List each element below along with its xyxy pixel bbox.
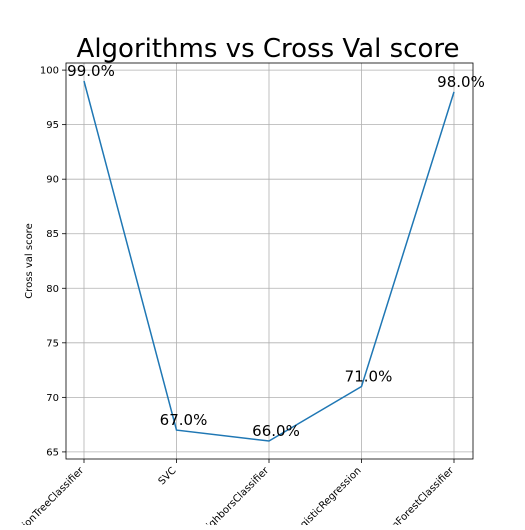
data-label: 66.0% bbox=[252, 422, 300, 440]
y-axis-label: Cross val score bbox=[24, 223, 35, 298]
data-label: 98.0% bbox=[437, 73, 485, 91]
y-tick-label: 75 bbox=[46, 338, 59, 349]
plot-frame bbox=[65, 62, 474, 460]
x-tick-label: SVC bbox=[157, 465, 179, 487]
y-tick-label: 100 bbox=[40, 66, 59, 77]
y-tick-label: 65 bbox=[46, 447, 59, 458]
x-tick-label: LogisticRegression bbox=[290, 465, 363, 525]
x-tick-label: DecisionTreeClassifier bbox=[1, 465, 87, 525]
y-tick-label: 95 bbox=[46, 120, 59, 131]
x-tick-label: KNeighborsClassifier bbox=[190, 465, 271, 525]
series-line bbox=[83, 80, 455, 442]
data-label: 67.0% bbox=[160, 411, 208, 429]
y-tick-label: 70 bbox=[46, 393, 59, 404]
y-tick-label: 90 bbox=[46, 175, 59, 186]
chart-title: Algorithms vs Cross Val score bbox=[77, 34, 460, 64]
data-label: 99.0% bbox=[67, 62, 115, 80]
plot-area: 65 70 75 80 85 90 95 100 DecisionTreeClassifier S… bbox=[1, 62, 485, 530]
data-label: 71.0% bbox=[345, 367, 393, 385]
y-tick-label: 80 bbox=[46, 284, 59, 295]
x-tick-label: RandomForestClassifier bbox=[365, 465, 457, 525]
y-tick-label: 85 bbox=[46, 229, 59, 240]
